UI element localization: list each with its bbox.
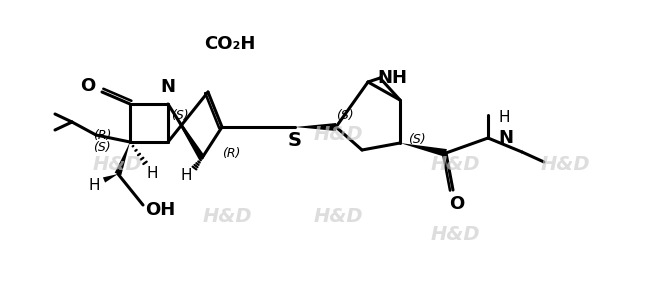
Text: H&D: H&D <box>313 125 363 145</box>
Text: (S): (S) <box>408 134 426 146</box>
Text: (S): (S) <box>336 109 354 122</box>
Text: NH: NH <box>377 69 407 87</box>
Text: H: H <box>146 167 158 182</box>
Text: H&D: H&D <box>541 155 590 175</box>
Text: (R): (R) <box>222 146 240 160</box>
Text: H&D: H&D <box>430 224 480 244</box>
Text: S: S <box>288 130 302 149</box>
Text: O: O <box>81 77 96 95</box>
Text: H&D: H&D <box>203 206 252 226</box>
Polygon shape <box>295 123 336 131</box>
Polygon shape <box>168 104 205 160</box>
Polygon shape <box>114 142 130 175</box>
Text: (R): (R) <box>93 128 111 142</box>
Text: CO₂H: CO₂H <box>204 35 255 53</box>
Text: H: H <box>88 178 99 193</box>
Text: H: H <box>180 167 192 182</box>
Text: OH: OH <box>145 201 175 219</box>
Text: O: O <box>449 195 465 213</box>
Text: H: H <box>498 110 510 124</box>
Text: (S): (S) <box>93 142 110 154</box>
Text: N: N <box>498 129 513 147</box>
Text: (S): (S) <box>171 109 188 122</box>
Polygon shape <box>400 143 447 157</box>
Polygon shape <box>103 174 118 183</box>
Text: H&D: H&D <box>92 155 142 175</box>
Text: H&D: H&D <box>430 155 480 175</box>
Text: H&D: H&D <box>313 206 363 226</box>
Text: N: N <box>161 78 176 96</box>
